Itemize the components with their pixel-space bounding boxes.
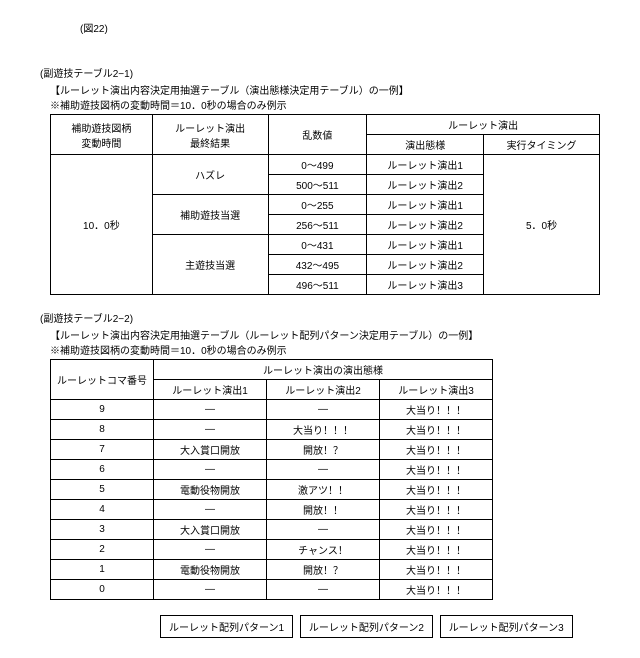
table-cell: 開放！？ [267, 440, 380, 460]
t1-m5: ルーレット演出1 [367, 235, 484, 255]
table2: ルーレットコマ番号 ルーレット演出の演出態様 ルーレット演出1 ルーレット演出2… [50, 359, 493, 600]
table-cell: 大当り！！！ [380, 400, 493, 420]
table-row: 6——大当り！！！ [51, 460, 493, 480]
table-cell: 大入賞口開放 [154, 440, 267, 460]
table-cell: 大当り！！！ [380, 440, 493, 460]
t1-v7: 496～511 [268, 275, 367, 295]
t1-h-col5: 実行タイミング [484, 135, 600, 155]
pattern-box-2: ルーレット配列パターン2 [300, 615, 433, 638]
table-row: 4—開放！！大当り！！！ [51, 500, 493, 520]
table-row: 5電動役物開放激アツ！！大当り！！！ [51, 480, 493, 500]
section2-title: (副遊技テーブル2−2) [40, 310, 600, 325]
table-cell: — [154, 580, 267, 600]
table-cell: — [267, 580, 380, 600]
t1-h-col4: 演出態様 [367, 135, 484, 155]
table-cell: 大当り！！！ [380, 480, 493, 500]
t1-h-col3: 乱数値 [268, 115, 367, 155]
table-row: 7大入賞口開放開放！？大当り！！！ [51, 440, 493, 460]
t1-r2: 補助遊技当選 [152, 195, 268, 235]
pattern-box-1: ルーレット配列パターン1 [160, 615, 293, 638]
t1-time: 10．0秒 [51, 155, 153, 295]
table-row: 1電動役物開放開放！？大当り！！！ [51, 560, 493, 580]
table-row: 0——大当り！！！ [51, 580, 493, 600]
t2-h-col1: ルーレットコマ番号 [51, 360, 154, 400]
table-row: 9——大当り！！！ [51, 400, 493, 420]
t1-v6: 432～495 [268, 255, 367, 275]
t1-m1: ルーレット演出1 [367, 155, 484, 175]
table-row: 3大入賞口開放—大当り！！！ [51, 520, 493, 540]
table-cell: 8 [51, 420, 154, 440]
table-cell: 9 [51, 400, 154, 420]
t2-h-c2: ルーレット演出2 [267, 380, 380, 400]
table-cell: 4 [51, 500, 154, 520]
t2-h-group: ルーレット演出の演出態様 [154, 360, 493, 380]
table-cell: — [154, 420, 267, 440]
table-cell: 7 [51, 440, 154, 460]
t1-h-col45: ルーレット演出 [367, 115, 600, 135]
table-cell: 大当り！！！ [380, 560, 493, 580]
table-cell: 大当り！！！ [380, 500, 493, 520]
table-cell: 開放！！ [267, 500, 380, 520]
table-cell: 6 [51, 460, 154, 480]
table-cell: 大当り！！！ [380, 460, 493, 480]
section1-subtitle: 【ルーレット演出内容決定用抽選テーブル（演出態様決定用テーブル）の一例】 [50, 82, 600, 97]
pattern-box-3: ルーレット配列パターン3 [440, 615, 573, 638]
table-cell: — [267, 460, 380, 480]
t1-m2: ルーレット演出2 [367, 175, 484, 195]
table-cell: — [154, 500, 267, 520]
t1-r1: ハズレ [152, 155, 268, 195]
table-row: 8—大当り！！！大当り！！！ [51, 420, 493, 440]
t1-h-col2a: ルーレット演出 [175, 124, 245, 135]
t1-v2: 500～511 [268, 175, 367, 195]
t1-m6: ルーレット演出2 [367, 255, 484, 275]
table-cell: 開放！？ [267, 560, 380, 580]
table-cell: 大当り！！！ [380, 580, 493, 600]
table-cell: 0 [51, 580, 154, 600]
t1-h-col2b: 最終結果 [190, 139, 230, 150]
t1-timing: 5．0秒 [484, 155, 600, 295]
section2-note: ※補助遊技図柄の変動時間＝10．0秒の場合のみ例示 [50, 342, 600, 357]
t1-h-col1b: 変動時間 [81, 139, 121, 150]
figure-label: (図22) [80, 20, 600, 35]
t1-m4: ルーレット演出2 [367, 215, 484, 235]
t1-m7: ルーレット演出3 [367, 275, 484, 295]
t1-v5: 0～431 [268, 235, 367, 255]
section1-note: ※補助遊技図柄の変動時間＝10．0秒の場合のみ例示 [50, 97, 600, 112]
t1-m3: ルーレット演出1 [367, 195, 484, 215]
t1-h-col1a: 補助遊技図柄 [71, 124, 131, 135]
table-cell: 大当り！！！ [380, 520, 493, 540]
t1-r3: 主遊技当選 [152, 235, 268, 295]
table-cell: — [154, 460, 267, 480]
table-cell: 大入賞口開放 [154, 520, 267, 540]
table-cell: 3 [51, 520, 154, 540]
table1: 補助遊技図柄変動時間 ルーレット演出最終結果 乱数値 ルーレット演出 演出態様 … [50, 114, 600, 295]
table-cell: — [267, 400, 380, 420]
t1-v1: 0～499 [268, 155, 367, 175]
t2-h-c1: ルーレット演出1 [154, 380, 267, 400]
table-cell: 激アツ！！ [267, 480, 380, 500]
t1-v3: 0～255 [268, 195, 367, 215]
table-cell: — [154, 400, 267, 420]
section2-subtitle: 【ルーレット演出内容決定用抽選テーブル（ルーレット配列パターン決定用テーブル）の… [50, 327, 600, 342]
table-cell: — [267, 520, 380, 540]
section1-title: (副遊技テーブル2−1) [40, 65, 600, 80]
table-cell: 5 [51, 480, 154, 500]
t1-v4: 256～511 [268, 215, 367, 235]
table-cell: 電動役物開放 [154, 480, 267, 500]
table-cell: 電動役物開放 [154, 560, 267, 580]
table-cell: 大当り！！！ [267, 420, 380, 440]
table-cell: 大当り！！！ [380, 420, 493, 440]
pattern-row: ルーレット配列パターン1 ルーレット配列パターン2 ルーレット配列パターン3 [160, 615, 600, 638]
table-cell: 1 [51, 560, 154, 580]
t2-h-c3: ルーレット演出3 [380, 380, 493, 400]
